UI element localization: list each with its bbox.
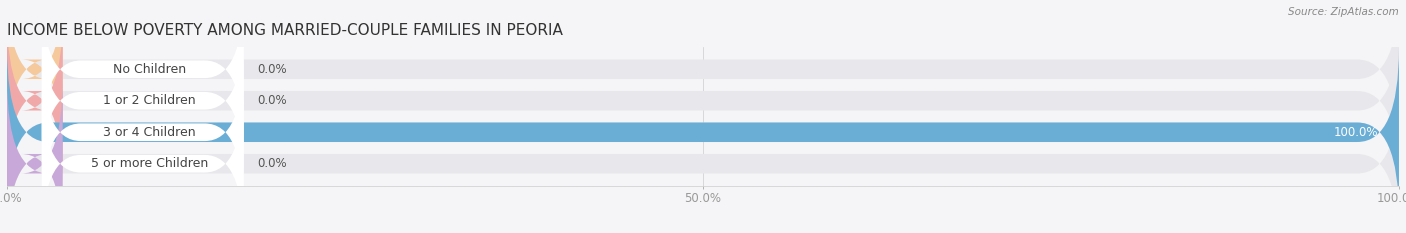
FancyBboxPatch shape (7, 48, 1399, 217)
Text: Source: ZipAtlas.com: Source: ZipAtlas.com (1288, 7, 1399, 17)
FancyBboxPatch shape (42, 21, 243, 180)
FancyBboxPatch shape (42, 53, 243, 212)
Text: 0.0%: 0.0% (257, 63, 287, 76)
FancyBboxPatch shape (7, 16, 1399, 185)
Text: 3 or 4 Children: 3 or 4 Children (104, 126, 195, 139)
FancyBboxPatch shape (42, 0, 243, 149)
FancyBboxPatch shape (7, 0, 1399, 154)
FancyBboxPatch shape (7, 79, 63, 233)
Text: 1 or 2 Children: 1 or 2 Children (104, 94, 195, 107)
FancyBboxPatch shape (7, 79, 1399, 233)
Text: 5 or more Children: 5 or more Children (91, 157, 208, 170)
Text: INCOME BELOW POVERTY AMONG MARRIED-COUPLE FAMILIES IN PEORIA: INCOME BELOW POVERTY AMONG MARRIED-COUPL… (7, 24, 562, 38)
FancyBboxPatch shape (7, 0, 63, 154)
FancyBboxPatch shape (7, 16, 63, 185)
Text: 0.0%: 0.0% (257, 94, 287, 107)
Text: No Children: No Children (112, 63, 186, 76)
FancyBboxPatch shape (42, 84, 243, 233)
FancyBboxPatch shape (7, 48, 1399, 217)
Text: 100.0%: 100.0% (1333, 126, 1378, 139)
Text: 0.0%: 0.0% (257, 157, 287, 170)
